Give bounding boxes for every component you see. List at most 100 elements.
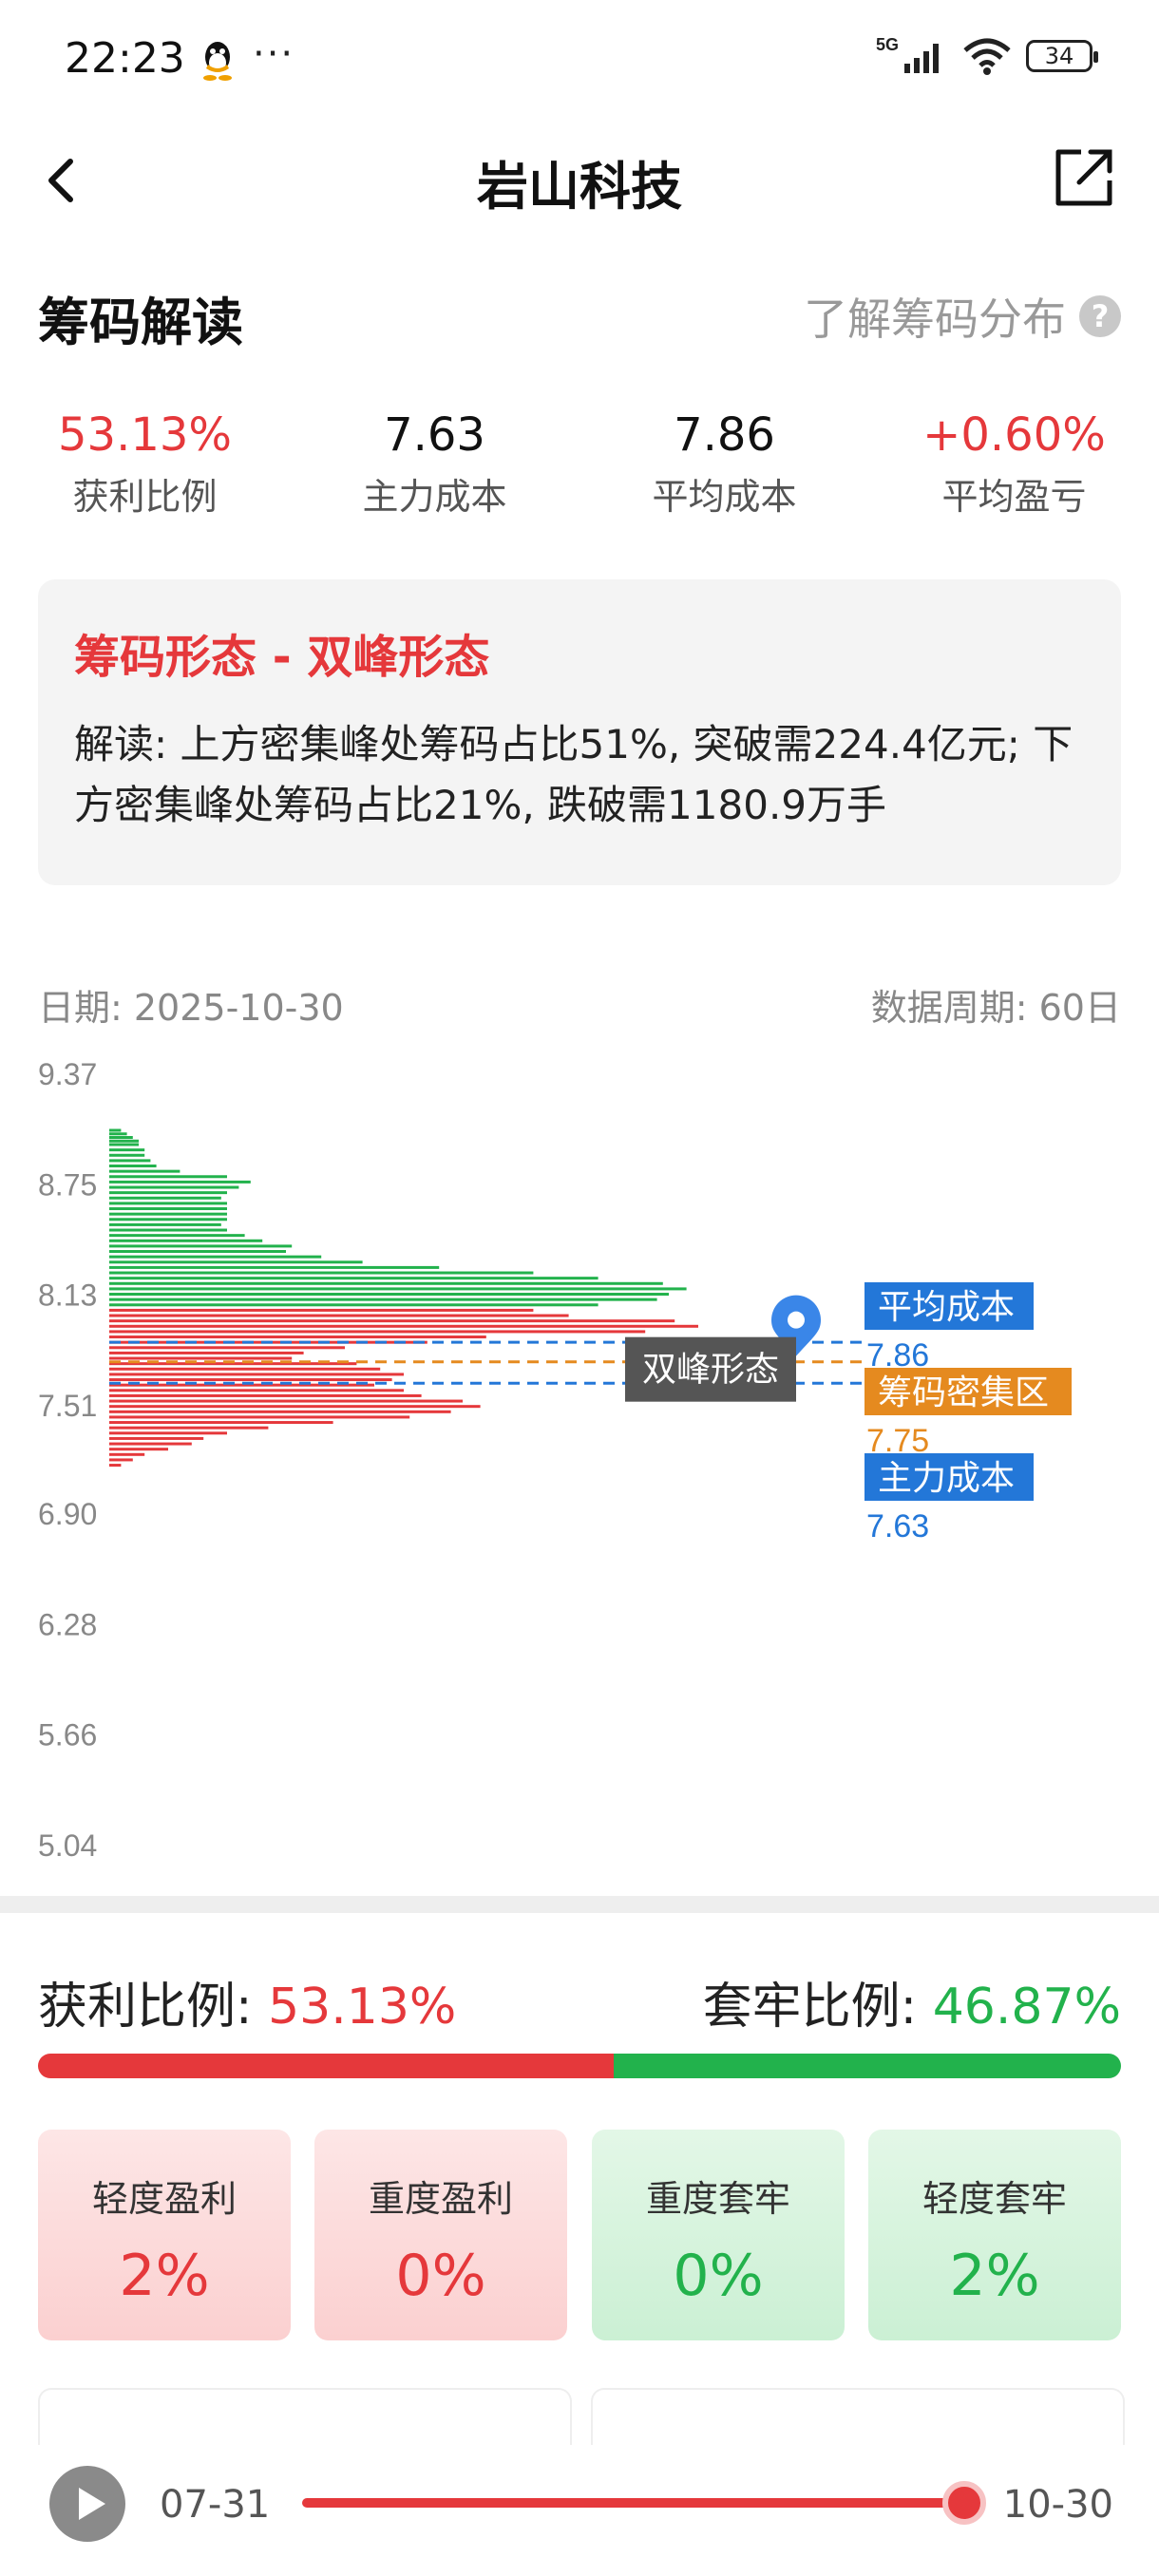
marker-label: 筹码密集区 xyxy=(878,1373,1049,1411)
chip-bar xyxy=(109,1452,145,1456)
chip-bar xyxy=(109,1281,663,1285)
chip-bar xyxy=(109,1448,168,1451)
chip-bar xyxy=(109,1212,227,1216)
pattern-text: 解读: 上方密集峰处筹码占比51%, 突破需224.4亿元; 下方密集峰处筹码占… xyxy=(74,721,1074,828)
level-light-profit[interactable]: 轻度盈利 2% xyxy=(38,2130,291,2340)
location-pin-dot xyxy=(788,1311,805,1329)
wifi-icon xyxy=(963,38,1011,75)
ratio-bar xyxy=(38,2054,1121,2078)
pattern-card: 筹码形态 - 双峰形态 解读: 上方密集峰处筹码占比51%, 突破需224.4亿… xyxy=(38,579,1121,885)
back-icon[interactable] xyxy=(38,152,86,209)
level-label: 轻度盈利 xyxy=(91,2178,237,2220)
level-light-loss[interactable]: 轻度套牢 2% xyxy=(868,2130,1121,2340)
chip-bar xyxy=(109,1255,322,1259)
battery-icon: 34 xyxy=(1026,40,1098,72)
chip-bar xyxy=(109,1222,221,1226)
chip-bar xyxy=(109,1218,227,1222)
chip-bar xyxy=(109,1464,122,1468)
profit-ratio: 获利比例: 53.13% xyxy=(38,1966,456,2037)
ratio-bar-profit xyxy=(38,2054,614,2078)
chip-bar xyxy=(109,1191,227,1195)
pattern-tooltip-label: 双峰形态 xyxy=(642,1350,779,1389)
chip-bar xyxy=(109,1324,698,1328)
chip-distribution-chart[interactable]: 9.37 8.75 8.13 7.51 6.90 6.28 5.66 5.04 双峰形态 平均成本… xyxy=(0,1035,1159,1881)
card-stub xyxy=(591,2388,1125,2447)
chip-bar xyxy=(109,1265,440,1269)
chip-bar xyxy=(109,1260,363,1264)
level-value: 2% xyxy=(119,2243,210,2309)
loss-ratio-label: 套牢比例: xyxy=(702,1979,933,2036)
y-tick-label: 8.75 xyxy=(38,1167,97,1202)
stat-label: 获利比例 xyxy=(72,476,218,518)
chip-bar xyxy=(109,1351,304,1354)
stat-value: 7.86 xyxy=(674,408,775,462)
chip-bar xyxy=(109,1128,122,1132)
chip-bar xyxy=(109,1175,227,1179)
profit-ratio-value: 53.13% xyxy=(268,1979,457,2036)
page-title: 岩山科技 xyxy=(477,157,682,217)
stat-main-cost: 7.63 主力成本 xyxy=(290,408,580,520)
y-tick-label: 8.13 xyxy=(38,1279,97,1313)
chip-bar xyxy=(109,1277,598,1280)
chip-bar xyxy=(109,1308,534,1312)
chip-bar xyxy=(109,1143,139,1146)
chart-period: 数据周期: 60日 xyxy=(870,987,1121,1029)
chip-bar xyxy=(109,1239,263,1242)
stat-average-cost: 7.86 平均成本 xyxy=(580,408,869,520)
learn-more-label: 了解筹码分布 xyxy=(804,294,1066,345)
chip-bar xyxy=(109,1314,569,1317)
chip-bar xyxy=(109,1180,251,1184)
play-button[interactable] xyxy=(49,2466,125,2542)
chip-bar xyxy=(109,1159,151,1163)
chip-bar xyxy=(109,1373,404,1376)
stat-average-pnl: +0.60% 平均盈亏 xyxy=(869,408,1159,520)
level-label: 轻度套牢 xyxy=(922,2178,1067,2220)
stat-value: 7.63 xyxy=(384,408,485,462)
level-value: 2% xyxy=(949,2243,1040,2309)
marker-value: 7.86 xyxy=(866,1337,929,1373)
chip-bar xyxy=(109,1436,204,1440)
marker-badge xyxy=(864,1368,1072,1415)
chart-date: 日期: 2025-10-30 xyxy=(38,987,344,1029)
timeline-start: 07-31 xyxy=(160,2483,271,2527)
chip-bar xyxy=(109,1185,239,1189)
level-label: 重度套牢 xyxy=(645,2178,790,2220)
level-value: 0% xyxy=(673,2243,764,2309)
y-tick-label: 6.28 xyxy=(38,1607,97,1641)
learn-more-link[interactable]: 了解筹码分布 ? xyxy=(804,285,1121,348)
y-tick-label: 7.51 xyxy=(38,1389,97,1423)
marker-badge xyxy=(864,1282,1034,1330)
chip-bar xyxy=(109,1148,145,1152)
status-indicators: 5G 34 xyxy=(876,32,1098,80)
help-icon[interactable]: ? xyxy=(1079,295,1121,337)
chip-bar xyxy=(109,1139,139,1143)
status-time: 22:23 xyxy=(65,34,185,83)
chip-bar xyxy=(109,1415,410,1419)
chip-bar xyxy=(109,1383,374,1387)
status-more-icon: ··· xyxy=(253,32,295,76)
stat-value: 53.13% xyxy=(57,408,233,462)
timeline-track[interactable] xyxy=(302,2498,967,2508)
chip-bar xyxy=(109,1250,286,1254)
level-heavy-loss[interactable]: 重度套牢 0% xyxy=(592,2130,845,2340)
chip-bar xyxy=(109,1319,675,1323)
chip-bar xyxy=(109,1362,357,1366)
chip-bar xyxy=(109,1410,451,1413)
level-value: 0% xyxy=(395,2243,486,2309)
chip-bar xyxy=(109,1458,133,1462)
y-tick-label: 6.90 xyxy=(38,1497,97,1531)
chip-bar xyxy=(109,1136,133,1140)
timeline-thumb[interactable] xyxy=(942,2481,986,2525)
chip-bar xyxy=(109,1293,669,1297)
level-heavy-profit[interactable]: 重度盈利 0% xyxy=(314,2130,567,2340)
chip-bar xyxy=(109,1346,345,1350)
stat-label: 平均盈亏 xyxy=(941,476,1087,518)
chip-bar xyxy=(109,1378,392,1382)
share-icon[interactable] xyxy=(1053,146,1115,209)
loss-ratio-value: 46.87% xyxy=(932,1979,1121,2036)
y-tick-label: 9.37 xyxy=(38,1057,97,1091)
chip-bar xyxy=(109,1442,192,1446)
marker-badge xyxy=(864,1453,1034,1501)
y-tick-label: 5.66 xyxy=(38,1718,97,1752)
card-stub xyxy=(38,2388,572,2447)
